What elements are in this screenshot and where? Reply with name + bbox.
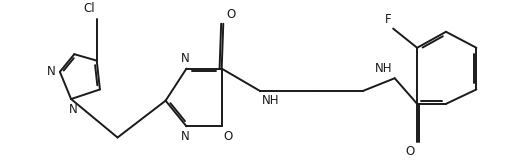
Text: N: N (181, 52, 190, 65)
Text: N: N (47, 65, 56, 78)
Text: NH: NH (262, 94, 279, 107)
Text: Cl: Cl (83, 2, 95, 15)
Text: N: N (69, 103, 77, 116)
Text: F: F (385, 13, 391, 26)
Text: O: O (223, 130, 233, 143)
Text: N: N (181, 130, 190, 143)
Text: O: O (405, 145, 414, 158)
Text: O: O (226, 8, 236, 21)
Text: NH: NH (375, 62, 393, 75)
